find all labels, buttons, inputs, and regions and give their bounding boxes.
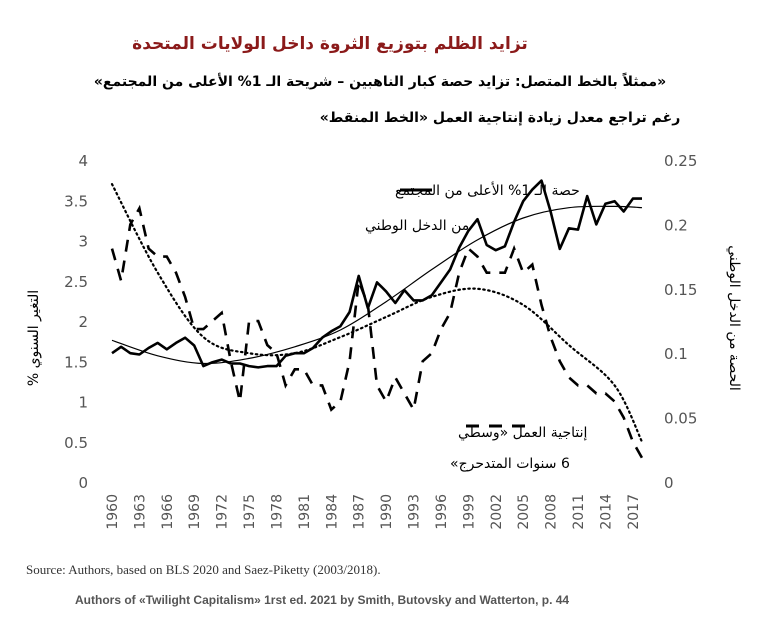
source-note: Source: Authors, based on BLS 2020 and S…	[26, 562, 381, 577]
y-axis-label-left: التغير السنوي %	[26, 290, 42, 386]
x-axis-ticks: 1960 1963 1966 1969 1972 1975 1978 1981 1984 1987…	[105, 494, 642, 530]
x-tick-label: 1966	[160, 494, 176, 530]
x-tick-label: 1969	[187, 494, 203, 530]
legend-dashed-line2: 6 سنوات المتدحرج»	[450, 456, 570, 472]
credit-note: Authors of «Twilight Capitalism» 1rst ed…	[75, 593, 569, 607]
series-layer	[110, 179, 644, 459]
x-tick-label: 1984	[324, 494, 340, 530]
x-tick-label: 2017	[626, 494, 642, 530]
chart-subtitle-line1: «ممثلاً بالخط المتصل: تزايد حصة كبار الن…	[94, 72, 666, 90]
y-axis-label-right: الحصة من الدخل الوطني	[726, 245, 742, 391]
series-top1pct-share-line	[111, 179, 642, 369]
x-tick-label: 1981	[297, 494, 313, 530]
x-tick-label: 1975	[242, 494, 258, 530]
chart-subtitle-line2: رغم تراجع معدل زيادة إنتاجية العمل «الخط…	[320, 110, 681, 126]
left-tick-label: 1	[78, 394, 88, 412]
x-tick-label: 1993	[407, 494, 423, 530]
left-tick-label: 2	[78, 313, 88, 331]
legend-dashed-line1: إنتاجية العمل «وسطي	[458, 425, 587, 441]
left-tick-label: 3.5	[64, 192, 88, 210]
x-tick-label: 1999	[461, 494, 477, 530]
x-tick-label: 1963	[132, 494, 148, 530]
right-tick-label: 0.05	[664, 410, 697, 428]
x-tick-label: 2014	[598, 494, 614, 530]
trend-top1pct-share-line	[111, 205, 643, 365]
x-tick-label: 2011	[571, 494, 587, 530]
right-tick-label: 0.1	[664, 345, 688, 363]
right-tick-label: 0.15	[664, 281, 697, 299]
right-tick-label: 0.25	[664, 152, 697, 170]
series-productivity-dashed-line	[110, 204, 644, 459]
x-tick-label: 2005	[516, 494, 532, 530]
left-tick-label: 1.5	[64, 353, 88, 371]
x-tick-label: 1990	[379, 494, 395, 530]
x-tick-label: 1996	[434, 494, 450, 530]
left-tick-label: 4	[78, 152, 88, 170]
x-tick-label: 1978	[269, 494, 285, 530]
x-tick-label: 2008	[544, 494, 560, 530]
left-tick-label: 2.5	[64, 273, 88, 291]
x-tick-label: 1972	[215, 494, 231, 530]
x-tick-label: 2002	[489, 494, 505, 530]
left-axis-ticks: 0 0.5 1 1.5 2 2.5 3 3.5 4	[64, 152, 88, 492]
left-tick-label: 3	[78, 233, 88, 251]
x-tick-label: 1960	[105, 494, 121, 530]
trend-productivity-dotted-line	[110, 183, 644, 443]
chart-title: تزايد الظلم بتوزيع الثروة داخل الولايات …	[132, 34, 528, 54]
right-axis-ticks: 0 0.05 0.1 0.15 0.2 0.25	[664, 152, 697, 492]
legend-solid-line2: من الدخل الوطني	[365, 218, 469, 234]
left-tick-label: 0	[78, 474, 88, 492]
right-tick-label: 0.2	[664, 216, 688, 234]
right-tick-label: 0	[664, 474, 674, 492]
legend: حصة الـ 1% الأعلى من المجتمع من الدخل ال…	[365, 181, 587, 472]
legend-solid-line1: حصة الـ 1% الأعلى من المجتمع	[395, 181, 580, 199]
x-tick-label: 1987	[352, 494, 368, 530]
left-tick-label: 0.5	[64, 434, 88, 452]
